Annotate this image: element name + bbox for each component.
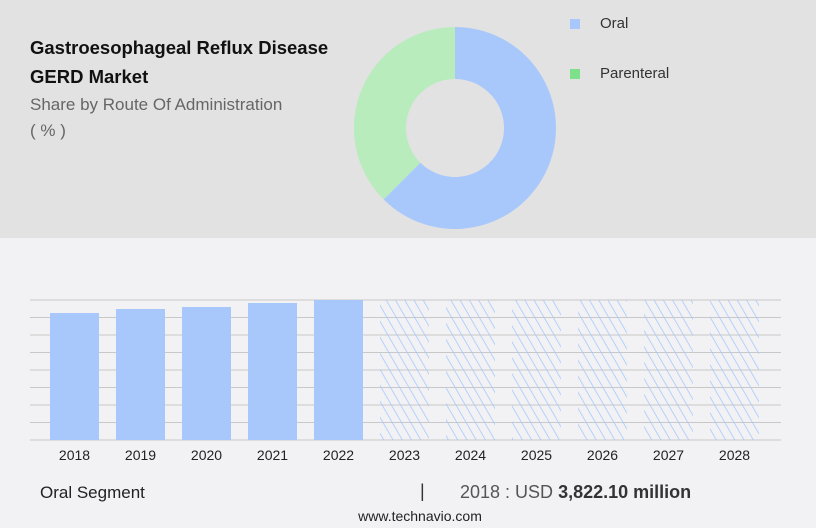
legend-swatch-parenteral — [570, 69, 580, 80]
bar-forecast-2024 — [446, 300, 495, 440]
x-tick-label: 2018 — [59, 447, 90, 463]
subtitle-text: Share by Route Of Administration — [30, 95, 283, 114]
bar-2018 — [50, 313, 99, 440]
donut-chart — [353, 27, 556, 229]
donut-slice-oral — [383, 27, 556, 229]
year-label: 2018 : USD — [460, 482, 554, 502]
website-link[interactable]: www.technavio.com — [358, 508, 482, 524]
x-tick-label: 2019 — [125, 447, 156, 463]
x-tick-label: 2024 — [455, 447, 486, 463]
footer-separator: | — [420, 481, 425, 501]
unit-label: ( % ) — [30, 121, 66, 140]
x-tick-label: 2023 — [389, 447, 420, 463]
x-tick-label: 2026 — [587, 447, 618, 463]
bar-2022 — [314, 300, 363, 440]
legend-swatch-oral — [570, 19, 580, 30]
bar-series — [50, 300, 759, 440]
donut-slice-parenteral — [353, 27, 455, 200]
x-axis-labels: 2018 2019 2020 2021 2022 2023 2024 2025 2026 2027… — [59, 447, 750, 463]
x-tick-label: 2028 — [719, 447, 750, 463]
bar-forecast-2028 — [710, 300, 759, 440]
legend-item-oral: Oral — [570, 15, 628, 32]
x-tick-label: 2022 — [323, 447, 354, 463]
legend-item-parenteral: Parenteral — [570, 65, 669, 82]
bar-forecast-2025 — [512, 300, 561, 440]
x-tick-label: 2021 — [257, 447, 288, 463]
legend-label-oral: Oral — [600, 15, 629, 32]
legend-label-parenteral: Parenteral — [600, 65, 670, 82]
chart-title: Gastroesophageal Reflux Disease GERD Mar… — [30, 37, 329, 87]
bar-2019 — [116, 309, 165, 440]
bar-forecast-2027 — [644, 300, 693, 440]
bar-2021 — [248, 302, 297, 440]
chart-subtitle: Share by Route Of Administration ( % ) — [30, 92, 340, 144]
value-text: 3,822.10 million — [558, 482, 692, 502]
x-tick-label: 2027 — [653, 447, 684, 463]
segment-label: Oral Segment — [40, 483, 145, 502]
bar-forecast-2023 — [380, 300, 429, 440]
x-tick-label: 2025 — [521, 447, 552, 463]
bar-2020 — [182, 307, 231, 440]
bar-forecast-2026 — [578, 300, 627, 440]
x-tick-label: 2020 — [191, 447, 222, 463]
segment-value: 2018 : USD 3,822.10 million — [460, 482, 691, 503]
